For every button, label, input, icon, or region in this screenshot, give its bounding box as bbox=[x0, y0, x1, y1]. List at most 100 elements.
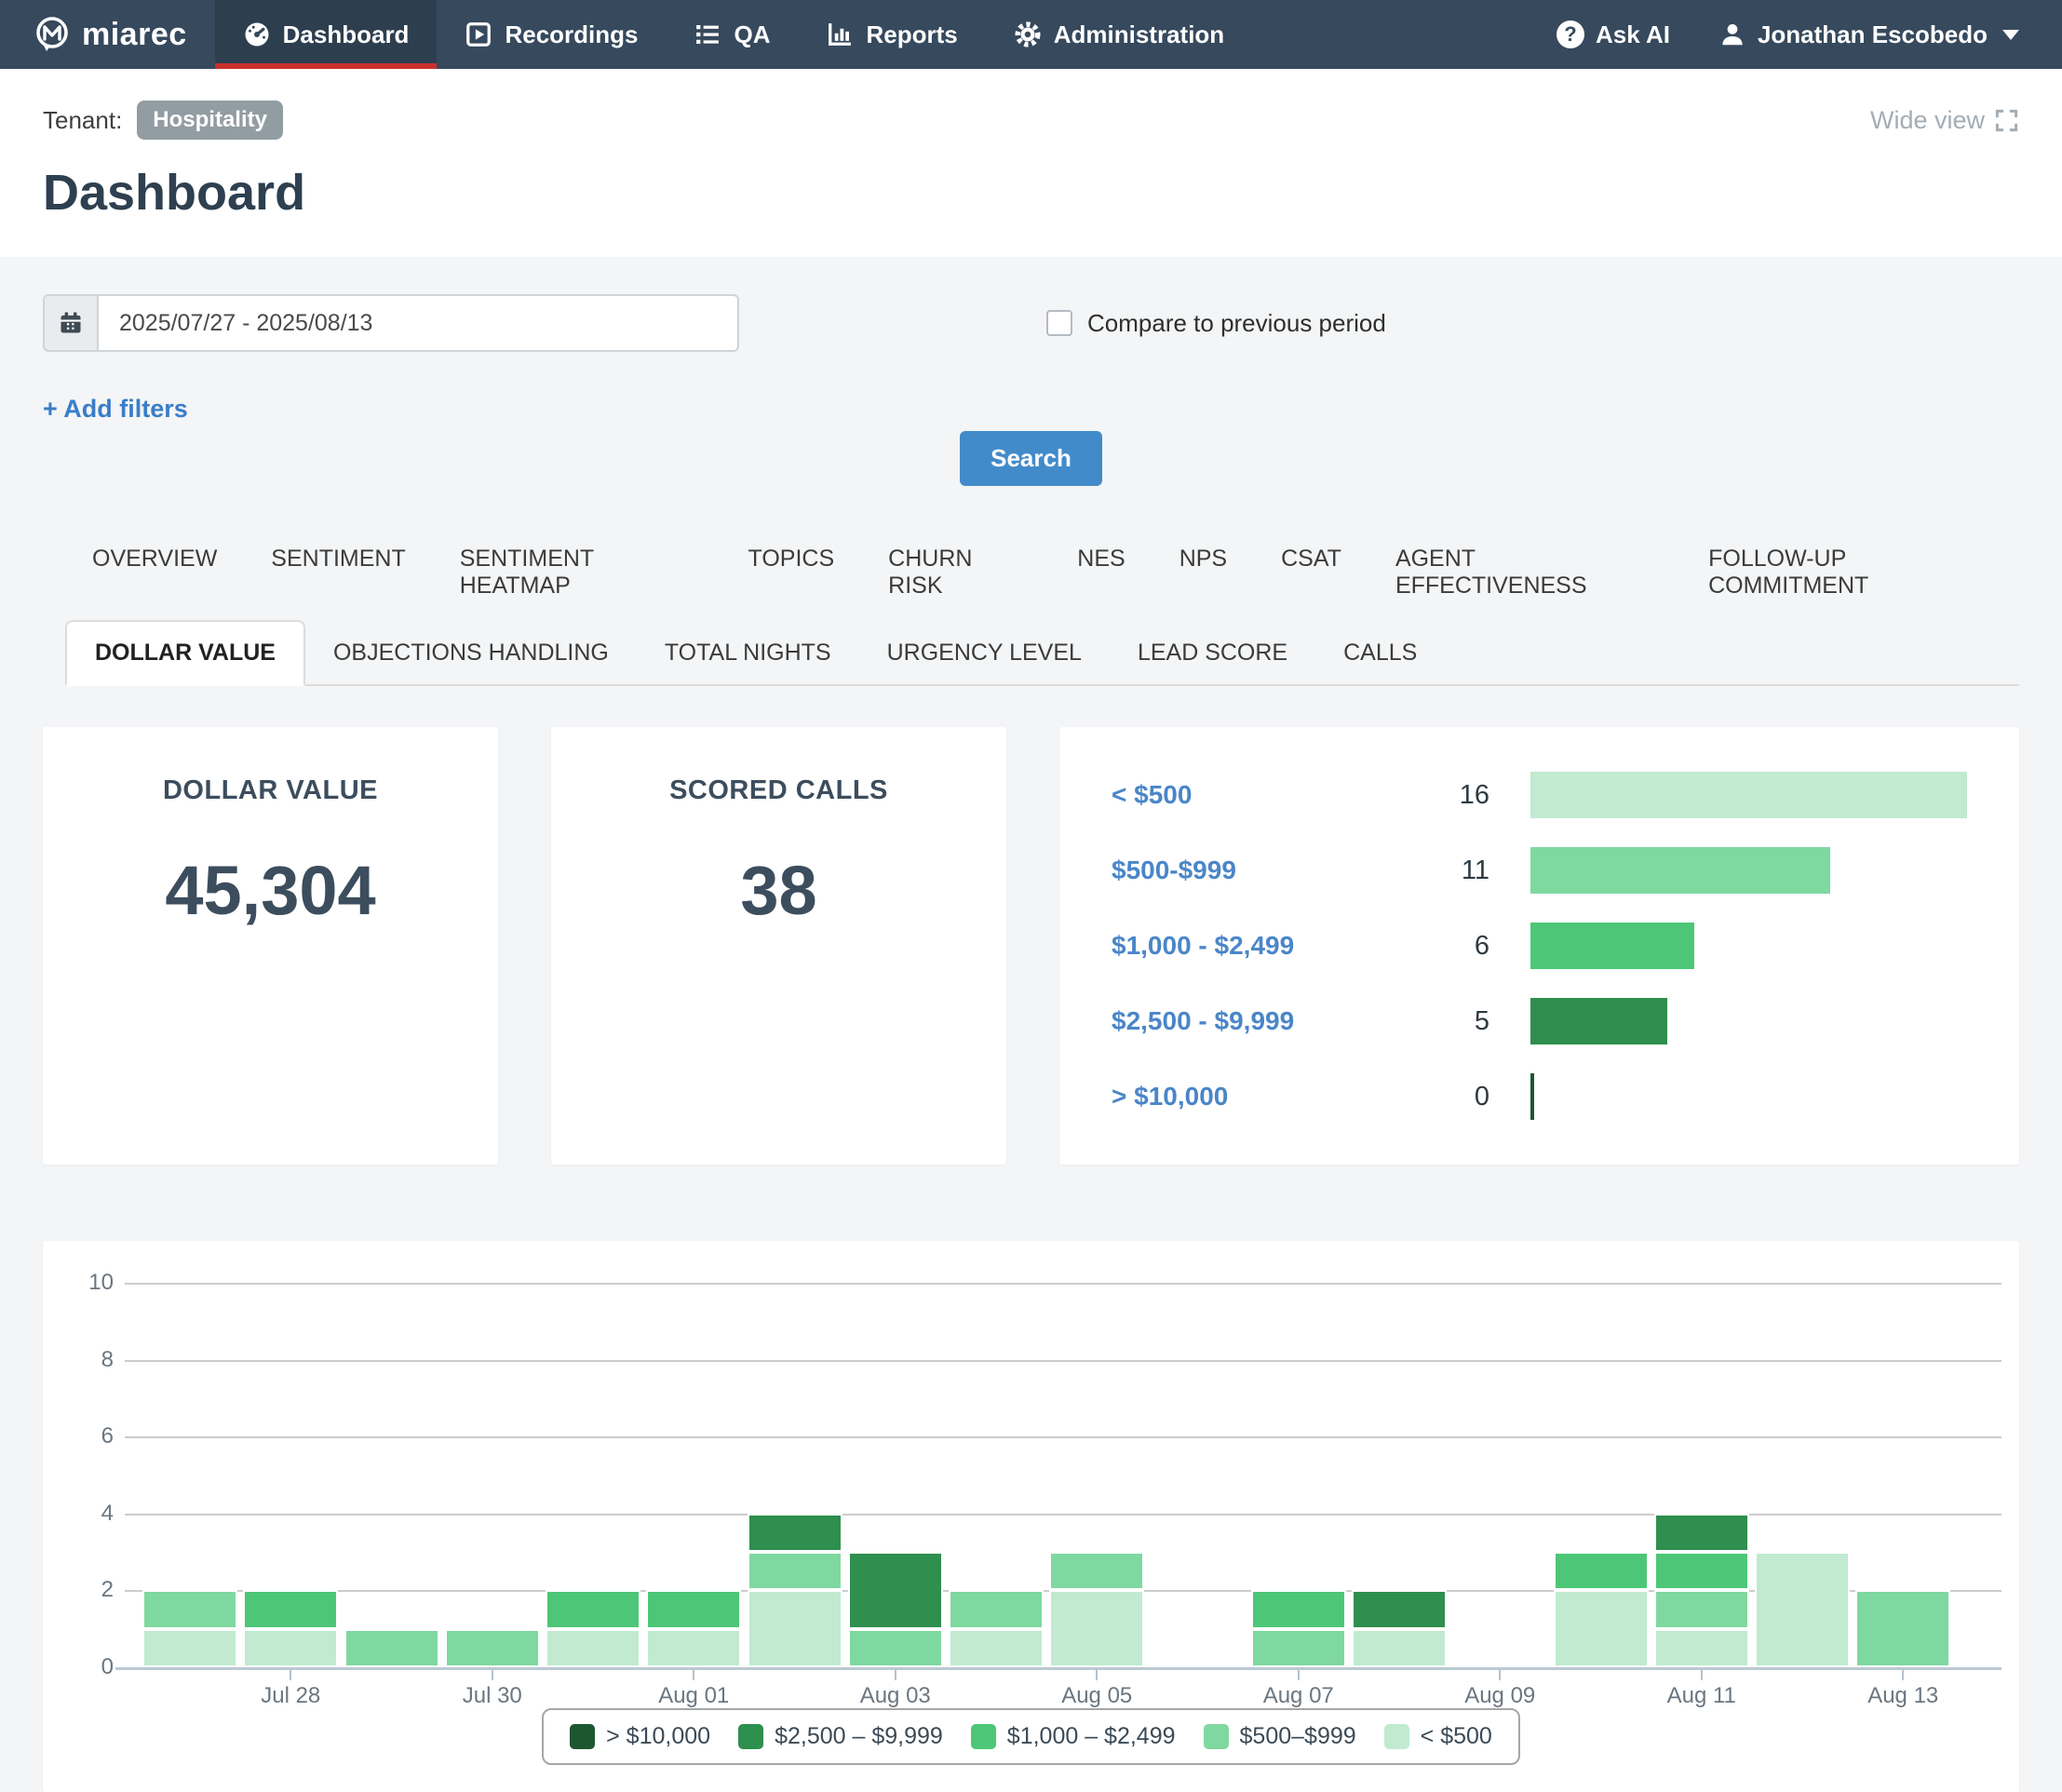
tab-overview[interactable]: OVERVIEW bbox=[92, 546, 218, 572]
bar-segment[interactable] bbox=[1653, 1552, 1749, 1591]
bar-segment[interactable] bbox=[444, 1628, 540, 1667]
bar-segment[interactable] bbox=[546, 1590, 640, 1629]
distribution-label[interactable]: $1,000 - $2,499 bbox=[1112, 931, 1295, 960]
nav-item-label: Dashboard bbox=[282, 20, 410, 48]
legend-item[interactable]: > $10,000 bbox=[570, 1723, 710, 1750]
tenant-row: Tenant: Hospitality Wide view bbox=[43, 69, 2019, 140]
distribution-bar[interactable] bbox=[1530, 998, 1667, 1044]
scored-calls-card: SCORED CALLS 38 bbox=[551, 727, 1006, 1165]
distribution-label[interactable]: < $500 bbox=[1112, 780, 1193, 809]
bar-segment[interactable] bbox=[1049, 1552, 1145, 1591]
nav-item-recordings[interactable]: Recordings bbox=[437, 0, 666, 69]
x-axis-tick-label: Aug 07 bbox=[1262, 1683, 1334, 1708]
ask-ai-label: Ask AI bbox=[1595, 20, 1670, 48]
bar-segment[interactable] bbox=[949, 1590, 1044, 1629]
tab-topics[interactable]: TOPICS bbox=[748, 546, 835, 572]
bar-segment[interactable] bbox=[344, 1628, 439, 1667]
bar-segment[interactable] bbox=[1352, 1628, 1447, 1667]
tab-nps[interactable]: NPS bbox=[1179, 546, 1228, 572]
x-axis-tick-label: Aug 05 bbox=[1061, 1683, 1133, 1708]
bar-segment[interactable] bbox=[546, 1628, 640, 1667]
bar-segment[interactable] bbox=[243, 1590, 339, 1629]
bar-segment[interactable] bbox=[747, 1552, 842, 1591]
bar-segment[interactable] bbox=[1653, 1628, 1749, 1667]
date-range-input[interactable] bbox=[97, 294, 739, 352]
nav-item-dashboard[interactable]: Dashboard bbox=[214, 0, 438, 69]
tab-sentiment[interactable]: SENTIMENT bbox=[271, 546, 406, 572]
wide-view-toggle[interactable]: Wide view bbox=[1870, 106, 2019, 135]
expand-icon bbox=[1994, 108, 2019, 133]
dollar-value-card: DOLLAR VALUE 45,304 bbox=[43, 727, 498, 1165]
brand-name: miarec bbox=[82, 16, 187, 52]
tab-sentiment-heatmap[interactable]: SENTIMENT HEATMAP bbox=[459, 546, 594, 599]
distribution-bar[interactable] bbox=[1530, 923, 1694, 969]
nav-item-reports[interactable]: Reports bbox=[798, 0, 985, 69]
distribution-bar[interactable] bbox=[1530, 1073, 1534, 1120]
brand-logo[interactable]: miarec bbox=[0, 0, 215, 69]
legend-item[interactable]: $2,500 – $9,999 bbox=[738, 1723, 943, 1750]
tab-objections-handling[interactable]: OBJECTIONS HANDLING bbox=[332, 640, 609, 666]
tenant-label: Tenant: bbox=[43, 105, 123, 134]
compare-checkbox[interactable] bbox=[1046, 310, 1072, 336]
tab-csat[interactable]: CSAT bbox=[1281, 546, 1341, 572]
bar-segment[interactable] bbox=[949, 1628, 1044, 1667]
user-menu[interactable]: Jonathan Escobedo bbox=[1718, 20, 2019, 49]
bar-segment[interactable] bbox=[1250, 1628, 1346, 1667]
bar-segment[interactable] bbox=[847, 1628, 943, 1667]
bar-segment[interactable] bbox=[142, 1590, 237, 1629]
search-button[interactable]: Search bbox=[960, 431, 1102, 486]
tab-total-nights[interactable]: TOTAL NIGHTS bbox=[664, 640, 831, 666]
filter-row: Compare to previous period bbox=[43, 294, 2019, 352]
bar-segment[interactable] bbox=[847, 1552, 943, 1629]
tab-follow-up-commitment[interactable]: FOLLOW-UP COMMITMENT bbox=[1708, 546, 1869, 599]
nav-item-administration[interactable]: Administration bbox=[986, 0, 1252, 69]
distribution-row: > $10,000 0 bbox=[1112, 1066, 1967, 1127]
tab-agent-effectiveness[interactable]: AGENT EFFECTIVENESS bbox=[1395, 546, 1587, 599]
bar-segment[interactable] bbox=[1553, 1552, 1649, 1591]
legend-swatch-icon bbox=[738, 1724, 764, 1749]
tabs-row-primary: OVERVIEW SENTIMENT SENTIMENT HEATMAP TOPICS… bbox=[65, 534, 2019, 611]
gridline bbox=[125, 1513, 2001, 1516]
calendar-icon[interactable] bbox=[43, 294, 97, 352]
distribution-label[interactable]: $2,500 - $9,999 bbox=[1112, 1006, 1295, 1035]
bar-segment[interactable] bbox=[1855, 1590, 1951, 1667]
y-axis-tick-label: 0 bbox=[101, 1654, 114, 1679]
distribution-count: 16 bbox=[1459, 779, 1489, 810]
distribution-label[interactable]: > $10,000 bbox=[1112, 1082, 1229, 1111]
bar-segment[interactable] bbox=[142, 1628, 237, 1667]
card-value: 38 bbox=[740, 852, 817, 929]
nav-item-label: Administration bbox=[1053, 20, 1225, 48]
add-filters-link[interactable]: + Add filters bbox=[43, 395, 188, 423]
bar-segment[interactable] bbox=[646, 1628, 742, 1667]
bar-segment[interactable] bbox=[1755, 1552, 1850, 1667]
bar-segment[interactable] bbox=[747, 1590, 842, 1667]
legend-item[interactable]: < $500 bbox=[1383, 1723, 1492, 1750]
user-icon bbox=[1718, 20, 1746, 48]
nav-item-qa[interactable]: QA bbox=[666, 0, 798, 69]
bar-segment[interactable] bbox=[1653, 1513, 1749, 1553]
bar-segment[interactable] bbox=[243, 1628, 339, 1667]
tab-dollar-value[interactable]: DOLLAR VALUE bbox=[65, 620, 305, 686]
bar-segment[interactable] bbox=[1553, 1590, 1649, 1667]
ask-ai-button[interactable]: ? Ask AI bbox=[1556, 20, 1670, 49]
tab-lead-score[interactable]: LEAD SCORE bbox=[1137, 640, 1288, 666]
y-axis-tick-label: 6 bbox=[101, 1423, 114, 1449]
tab-urgency-level[interactable]: URGENCY LEVEL bbox=[886, 640, 1082, 666]
bar-segment[interactable] bbox=[1653, 1590, 1749, 1629]
distribution-label[interactable]: $500-$999 bbox=[1112, 856, 1236, 884]
card-title: SCORED CALLS bbox=[669, 775, 888, 805]
tenant-badge[interactable]: Hospitality bbox=[137, 101, 283, 140]
distribution-bar[interactable] bbox=[1530, 772, 1967, 818]
tab-churn-risk[interactable]: CHURN RISK bbox=[888, 546, 973, 599]
bar-segment[interactable] bbox=[747, 1513, 842, 1553]
bar-segment[interactable] bbox=[1250, 1590, 1346, 1629]
distribution-count: 0 bbox=[1474, 1081, 1489, 1112]
tab-calls[interactable]: CALLS bbox=[1343, 640, 1418, 666]
bar-segment[interactable] bbox=[1352, 1590, 1447, 1629]
legend-item[interactable]: $1,000 – $2,499 bbox=[970, 1723, 1176, 1750]
tab-nes[interactable]: NES bbox=[1077, 546, 1125, 572]
distribution-bar[interactable] bbox=[1530, 847, 1831, 894]
bar-segment[interactable] bbox=[646, 1590, 742, 1629]
bar-segment[interactable] bbox=[1049, 1590, 1145, 1667]
legend-item[interactable]: $500–$999 bbox=[1203, 1723, 1356, 1750]
